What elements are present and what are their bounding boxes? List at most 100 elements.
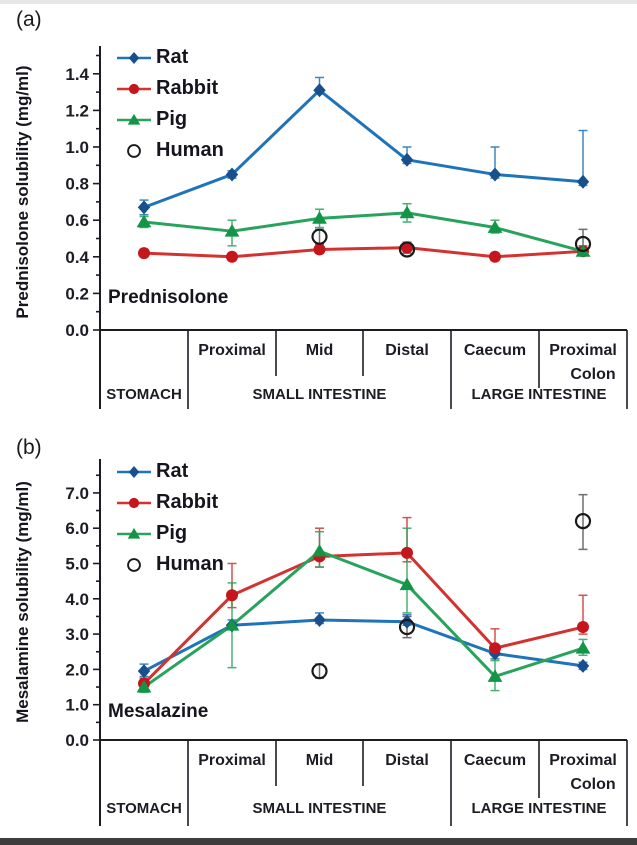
triangle-marker — [312, 211, 327, 224]
triangle-marker — [127, 527, 141, 539]
rat-line-marker-icon — [117, 465, 151, 478]
diamond-marker — [576, 174, 590, 189]
open-circle-marker — [127, 557, 141, 572]
pig-line-marker-icon — [117, 113, 151, 125]
chart-b-markers-pig — [136, 543, 591, 693]
top-border-strip — [0, 0, 637, 4]
region-label: Caecum — [464, 342, 526, 359]
region-label: Caecum — [464, 752, 526, 769]
error-bar — [315, 663, 324, 679]
diamond-marker — [225, 167, 239, 182]
legend-label-pig: Pig — [156, 522, 188, 544]
error-bar — [402, 527, 412, 614]
y-tick-label: 0.2 — [65, 284, 89, 303]
open-circle-marker — [127, 143, 141, 158]
y-tick-label: 0.6 — [65, 211, 89, 230]
legend-label-human: Human — [156, 553, 224, 575]
y-tick-label: 0.8 — [65, 175, 89, 194]
chart-b-series-human — [315, 493, 588, 679]
diamond-marker — [128, 51, 140, 64]
legend-item-rat: Rat — [116, 456, 224, 487]
circle-marker — [128, 83, 140, 94]
group-label: SMALL INTESTINE — [253, 800, 387, 817]
human-open-circle-icon — [127, 557, 141, 572]
group-label: LARGE INTESTINE — [471, 800, 606, 817]
legend-item-human: Human — [116, 549, 224, 580]
circle-marker — [401, 241, 413, 254]
region-label: Distal — [385, 752, 429, 769]
group-label: STOMACH — [106, 800, 182, 817]
legend-label-pig: Pig — [156, 108, 188, 130]
legend-label-rat: Rat — [156, 46, 189, 68]
triangle-marker — [136, 214, 152, 228]
legend-label-rabbit: Rabbit — [156, 77, 219, 99]
legend-item-rat: Rat — [116, 42, 224, 73]
legend-label-human: Human — [156, 139, 224, 161]
rabbit-line-marker-icon — [117, 83, 151, 94]
triangle-marker — [575, 641, 591, 654]
circle-marker — [226, 250, 238, 263]
circle-marker — [313, 243, 326, 256]
y-tick-label: 1.0 — [65, 696, 89, 715]
y-tick-label: 2.0 — [65, 660, 89, 679]
pig-line-marker-icon — [117, 527, 151, 539]
triangle-marker — [136, 679, 152, 693]
open-circle-marker — [311, 228, 328, 245]
region-label-line2: Colon — [570, 776, 615, 793]
y-tick-label: 1.2 — [65, 101, 89, 120]
error-bar — [578, 493, 588, 551]
chart-a-series-rabbit — [139, 241, 588, 262]
circle-marker — [489, 642, 501, 655]
series-line — [143, 618, 584, 673]
diamond-marker — [137, 200, 151, 215]
y-tick-label: 6.0 — [65, 519, 89, 538]
open-circle-marker — [574, 235, 592, 253]
region-label: Distal — [385, 342, 429, 359]
x-axis-table: Proximal Mid Distal Caecum Proximal Colon STOM… — [99, 740, 628, 826]
chart-a-markers-rat — [137, 83, 590, 215]
x-axis-table: Proximal Mid Distal Caecum Proximal Colon STOM… — [99, 330, 628, 409]
diamond-marker — [137, 664, 151, 679]
diamond-marker — [313, 83, 326, 98]
triangle-marker — [127, 113, 141, 125]
group-label: LARGE INTESTINE — [471, 386, 606, 403]
y-tick-label: 4.0 — [65, 590, 89, 609]
y-tick-label: 1.0 — [65, 138, 89, 157]
chart-b-legend: Rat Rabbit Pig Human — [116, 456, 224, 580]
diamond-marker — [576, 658, 590, 673]
region-label: Proximal — [549, 342, 617, 359]
triangle-marker — [487, 220, 503, 233]
region-label: Proximal — [549, 752, 617, 769]
open-circle-marker — [398, 618, 416, 636]
legend-item-pig: Pig — [116, 518, 224, 549]
y-tick-label: 1.4 — [65, 65, 89, 84]
y-tick-label: 7.0 — [65, 484, 89, 503]
triangle-marker — [399, 205, 415, 219]
circle-marker — [577, 621, 589, 634]
region-label: Proximal — [198, 342, 266, 359]
circle-marker — [401, 546, 413, 559]
region-label: Mid — [306, 342, 334, 359]
chart-a: 0.0 0.2 0.4 0.6 0.8 1.0 1.2 1.4 Proximal Mid Dista… — [65, 46, 628, 409]
diamond-marker — [313, 612, 326, 627]
panel-label-b: (b) — [16, 436, 42, 459]
human-open-circle-icon — [127, 143, 141, 158]
rabbit-line-marker-icon — [117, 497, 151, 508]
diamond-marker — [400, 152, 414, 167]
diamond-marker — [488, 167, 502, 182]
circle-marker — [138, 247, 150, 260]
group-label: STOMACH — [106, 386, 182, 403]
open-circle-marker — [574, 513, 592, 530]
legend-label-rat: Rat — [156, 460, 189, 482]
legend-item-rabbit: Rabbit — [116, 73, 224, 104]
legend-item-pig: Pig — [116, 104, 224, 135]
region-label-line2: Colon — [570, 366, 615, 383]
circle-marker — [226, 589, 238, 602]
series-line — [143, 211, 584, 253]
circle-marker — [128, 497, 140, 508]
circle-marker — [489, 250, 501, 263]
y-tick-label: 3.0 — [65, 625, 89, 644]
chart-b: 0.0 1.0 2.0 3.0 4.0 5.0 6.0 7.0 Proximal Mid Dista… — [65, 459, 628, 826]
